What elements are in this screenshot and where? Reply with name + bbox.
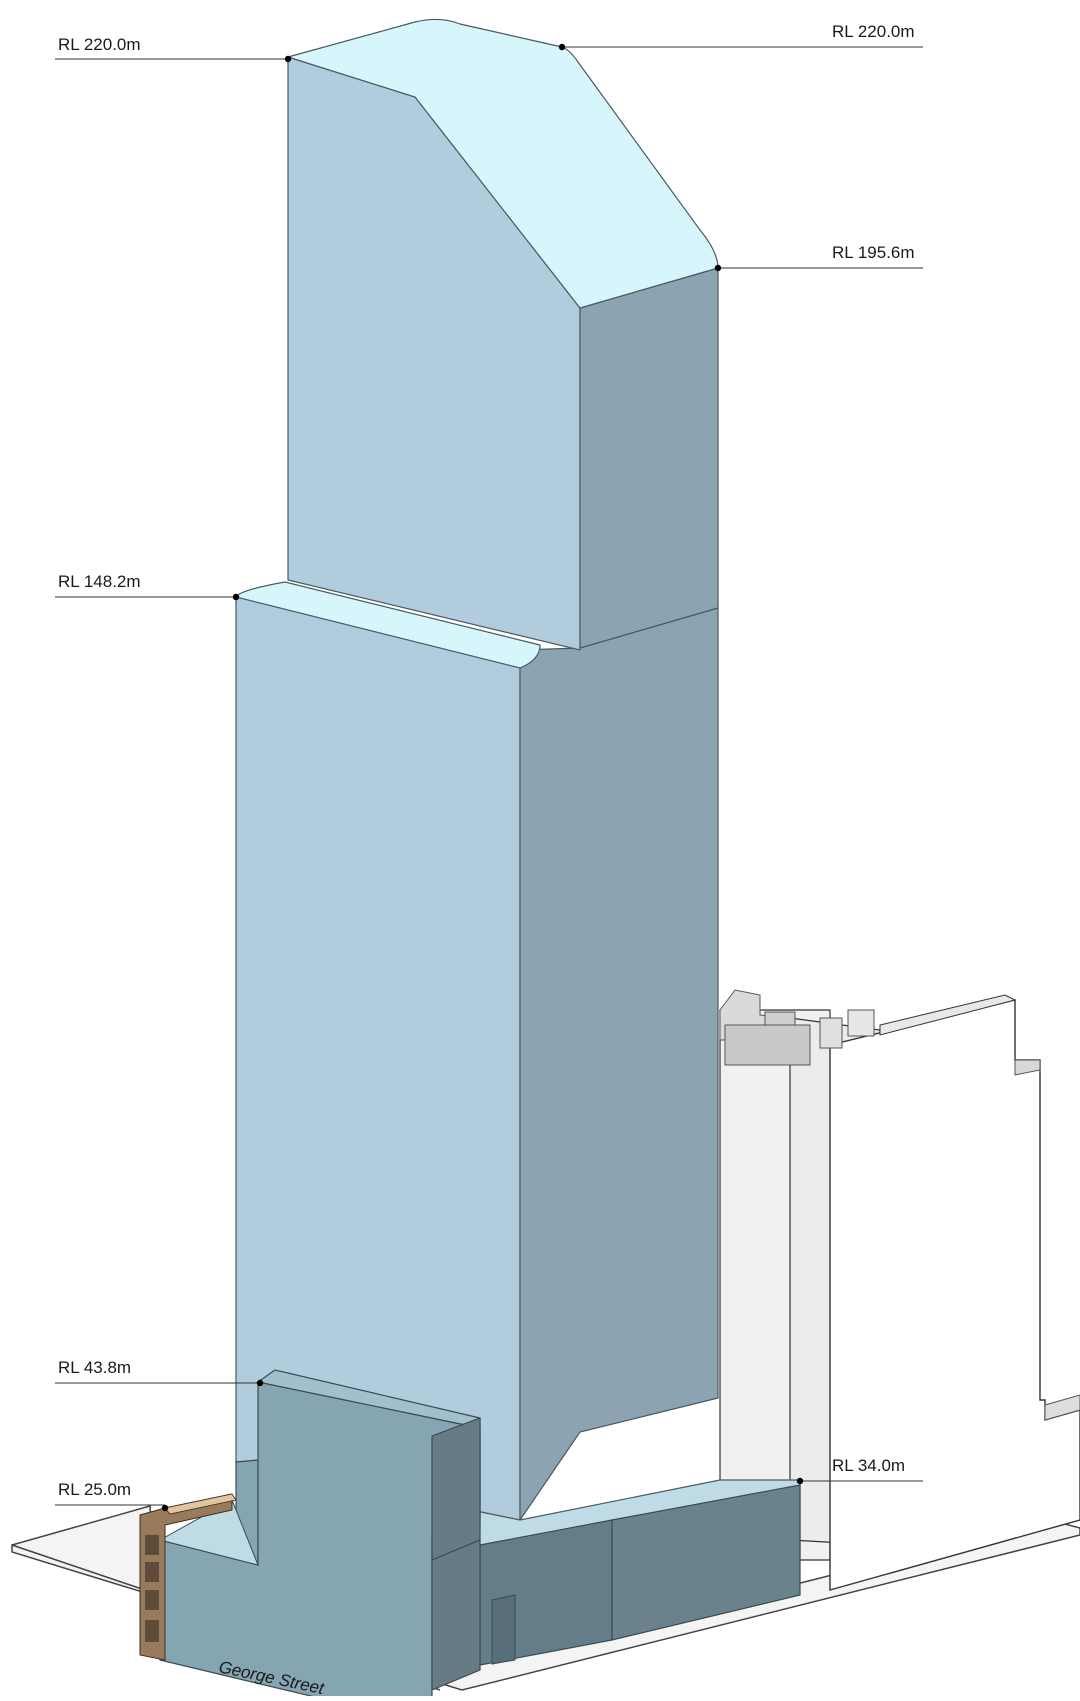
heritage-facade — [139, 1493, 237, 1661]
level-label: RL 34.0m — [832, 1456, 905, 1475]
level-label: RL 220.0m — [832, 22, 915, 41]
level-label: RL 148.2m — [58, 572, 141, 591]
level-rl-220-right: RL 220.0m — [558, 22, 923, 51]
level-rl-195: RL 195.6m — [714, 243, 923, 272]
level-label: RL 43.8m — [58, 1358, 131, 1377]
tower-lower-shaft — [235, 581, 719, 1522]
level-rl-148: RL 148.2m — [55, 572, 240, 601]
tower-upper — [285, 18, 719, 651]
level-rl-25: RL 25.0m — [55, 1480, 169, 1512]
level-rl-43: RL 43.8m — [55, 1358, 264, 1387]
podium-block — [158, 1369, 481, 1701]
neighbour-buildings — [719, 989, 1080, 1591]
level-rl-34: RL 34.0m — [796, 1456, 923, 1485]
level-label: RL 220.0m — [58, 35, 141, 54]
level-label: RL 195.6m — [832, 243, 915, 262]
level-label: RL 25.0m — [58, 1480, 131, 1499]
level-rl-220-left: RL 220.0m — [55, 35, 292, 63]
level-annotations: RL 220.0m RL 220.0m RL 195.6m RL 148.2m … — [55, 22, 923, 1512]
